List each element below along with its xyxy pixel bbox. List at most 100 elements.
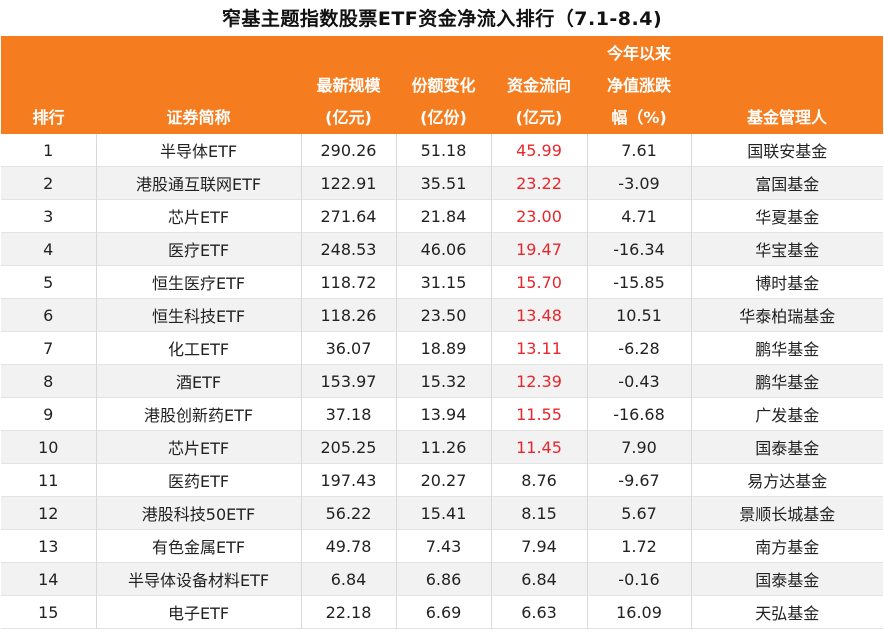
cell-flow: 13.11 [490,331,587,365]
cell-rank: 10 [1,430,96,464]
cell-flow: 12.39 [490,364,587,398]
cell-manager: 易方达基金 [690,463,883,497]
cell-name: 半导体ETF [95,134,301,167]
cell-name: 恒生医疗ETF [95,265,301,299]
cell-ytd: -0.43 [586,364,691,398]
cell-ytd: 1.72 [586,529,691,563]
table-row: 11 医药ETF 197.43 20.27 8.76 -9.67 易方达基金 [1,463,883,497]
cell-share-change: 7.43 [395,529,491,563]
cell-rank: 5 [1,265,96,299]
cell-manager: 鹏华基金 [690,331,883,365]
cell-rank: 9 [1,397,96,431]
cell-share-change: 18.89 [395,331,491,365]
cell-ytd: 7.90 [586,430,691,464]
cell-manager: 国联安基金 [690,134,883,167]
cell-ytd: -15.85 [586,265,691,299]
cell-ytd: 4.71 [586,199,691,233]
header-row: 排行 证券简称 最新规模 (亿元) 份额变化 (亿份) 资金流向 (亿元) 今年… [1,36,883,134]
cell-ytd: -0.16 [586,562,691,596]
table-row: 15 电子ETF 22.18 6.69 6.63 16.09 天弘基金 [1,595,883,629]
cell-flow: 11.55 [490,397,587,431]
table-row: 9 港股创新药ETF 37.18 13.94 11.55 -16.68 广发基金 [1,397,883,431]
cell-manager: 广发基金 [690,397,883,431]
cell-name: 医药ETF [95,463,301,497]
cell-name: 港股创新药ETF [95,397,301,431]
cell-manager: 鹏华基金 [690,364,883,398]
cell-rank: 8 [1,364,96,398]
header-share-change: 份额变化 (亿份) [396,36,491,134]
table-row: 6 恒生科技ETF 118.26 23.50 13.48 10.51 华泰柏瑞基金 [1,298,883,332]
header-manager: 基金管理人 [691,36,883,134]
cell-name: 有色金属ETF [95,529,301,563]
cell-scale: 22.18 [300,595,396,629]
table-row: 8 酒ETF 153.97 15.32 12.39 -0.43 鹏华基金 [1,364,883,398]
cell-flow: 6.84 [490,562,587,596]
cell-share-change: 11.26 [395,430,491,464]
cell-ytd: -3.09 [586,166,691,200]
cell-rank: 2 [1,166,96,200]
cell-manager: 南方基金 [690,529,883,563]
table-row: 1 半导体ETF 290.26 51.18 45.99 7.61 国联安基金 [1,134,883,167]
cell-rank: 15 [1,595,96,629]
cell-name: 电子ETF [95,595,301,629]
cell-scale: 6.84 [300,562,396,596]
cell-rank: 12 [1,496,96,530]
cell-scale: 153.97 [300,364,396,398]
cell-scale: 49.78 [300,529,396,563]
cell-share-change: 23.50 [395,298,491,332]
cell-ytd: 16.09 [586,595,691,629]
header-name: 证券简称 [96,36,301,134]
cell-flow: 23.22 [490,166,587,200]
table-title: 窄基主题指数股票ETF资金净流入排行（7.1-8.4) [221,8,663,30]
table-row: 12 港股科技50ETF 56.22 15.41 8.15 5.67 景顺长城基金 [1,496,883,530]
cell-manager: 天弘基金 [690,595,883,629]
cell-name: 化工ETF [95,331,301,365]
table-row: 3 芯片ETF 271.64 21.84 23.00 4.71 华夏基金 [1,199,883,233]
cell-ytd: 10.51 [586,298,691,332]
table-row: 14 半导体设备材料ETF 6.84 6.86 6.84 -0.16 国泰基金 [1,562,883,596]
cell-name: 港股通互联网ETF [95,166,301,200]
cell-scale: 36.07 [300,331,396,365]
cell-manager: 华宝基金 [690,232,883,266]
cell-flow: 19.47 [490,232,587,266]
header-rank: 排行 [1,36,96,134]
cell-scale: 122.91 [300,166,396,200]
cell-name: 芯片ETF [95,199,301,233]
cell-name: 医疗ETF [95,232,301,266]
cell-rank: 4 [1,232,96,266]
cell-name: 芯片ETF [95,430,301,464]
cell-rank: 6 [1,298,96,332]
cell-ytd: 7.61 [586,134,691,167]
cell-flow: 23.00 [490,199,587,233]
cell-name: 港股科技50ETF [95,496,301,530]
cell-scale: 118.26 [300,298,396,332]
cell-scale: 37.18 [300,397,396,431]
cell-scale: 271.64 [300,199,396,233]
cell-flow: 13.48 [490,298,587,332]
cell-manager: 景顺长城基金 [690,496,883,530]
table-row: 5 恒生医疗ETF 118.72 31.15 15.70 -15.85 博时基金 [1,265,883,299]
cell-share-change: 13.94 [395,397,491,431]
cell-name: 半导体设备材料ETF [95,562,301,596]
cell-share-change: 6.86 [395,562,491,596]
table-row: 10 芯片ETF 205.25 11.26 11.45 7.90 国泰基金 [1,430,883,464]
cell-ytd: 5.67 [586,496,691,530]
cell-share-change: 15.41 [395,496,491,530]
cell-rank: 1 [1,134,96,167]
table-row: 7 化工ETF 36.07 18.89 13.11 -6.28 鹏华基金 [1,331,883,365]
cell-scale: 248.53 [300,232,396,266]
cell-flow: 8.15 [490,496,587,530]
cell-rank: 14 [1,562,96,596]
cell-flow: 11.45 [490,430,587,464]
cell-manager: 国泰基金 [690,562,883,596]
header-flow: 资金流向 (亿元) [491,36,587,134]
cell-share-change: 15.32 [395,364,491,398]
header-ytd: 今年以来 净值涨跌 幅（%) [587,36,691,134]
cell-rank: 11 [1,463,96,497]
cell-manager: 富国基金 [690,166,883,200]
cell-scale: 205.25 [300,430,396,464]
cell-flow: 7.94 [490,529,587,563]
cell-flow: 8.76 [490,463,587,497]
header-scale: 最新规模 (亿元) [301,36,396,134]
cell-manager: 华夏基金 [690,199,883,233]
